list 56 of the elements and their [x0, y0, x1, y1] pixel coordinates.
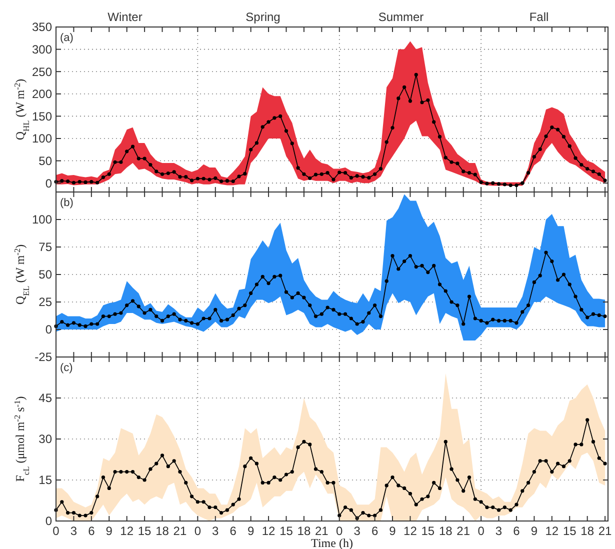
- x-tick-label: 15: [280, 524, 294, 538]
- x-tick-label: 6: [88, 524, 96, 538]
- x-tick-label: 21: [456, 524, 470, 538]
- text: Fall: [529, 10, 549, 24]
- y-tick-label: 50: [38, 154, 52, 168]
- y-tick-label: 15: [38, 473, 52, 488]
- y-tick-label: 250: [32, 64, 52, 79]
- y-tick-label: 0: [45, 514, 52, 528]
- x-tick-label: 0: [478, 524, 485, 538]
- x-tick-label: 9: [106, 524, 113, 538]
- annotation: (a): [60, 32, 74, 44]
- text: Summer: [378, 10, 424, 24]
- x-tick-label: 12: [404, 524, 418, 538]
- y-tick-label: -25: [34, 350, 52, 364]
- x-tick-label: 15: [421, 524, 435, 538]
- x-tick-label: 6: [230, 524, 237, 538]
- x-tick-label: 6: [513, 524, 520, 538]
- x-tick-label: 3: [212, 524, 220, 538]
- x-tick-label: 18: [297, 524, 311, 538]
- text: Spring: [246, 10, 280, 24]
- annotation: (b): [60, 197, 74, 209]
- text: Winter: [108, 10, 142, 24]
- x-tick-label: 15: [562, 524, 577, 538]
- y-tick-label: 25: [38, 295, 52, 310]
- y-tick-label: 30: [38, 432, 52, 446]
- annotation: (c): [60, 362, 73, 374]
- y-tick-label: 200: [32, 87, 52, 102]
- x-tick-label: 9: [389, 524, 396, 538]
- y-tick-label: 0: [45, 176, 52, 190]
- x-tick-label: 0: [194, 524, 202, 538]
- y-tick-label: 150: [32, 109, 52, 124]
- x-tick-label: 12: [262, 524, 276, 538]
- x-tick-label: 21: [598, 524, 612, 538]
- y-tick-label: 50: [38, 268, 52, 282]
- y-tick-label: 45: [38, 391, 52, 406]
- x-tick-label: 6: [371, 524, 378, 538]
- y-tick-label: 0: [45, 322, 52, 337]
- x-tick-label: 18: [580, 524, 594, 538]
- x-tick-label: 9: [247, 524, 254, 538]
- x-tick-label: 3: [495, 524, 502, 538]
- x-tick-label: 12: [120, 524, 134, 538]
- x-tick-label: 21: [173, 524, 187, 538]
- x-tick-label: 0: [336, 524, 344, 538]
- x-tick-label: 3: [354, 524, 361, 538]
- x-tick-label: 18: [438, 524, 453, 538]
- y-tick-label: 350: [32, 20, 52, 34]
- x-tick-label: 9: [530, 524, 538, 538]
- x-tick-label: 3: [70, 524, 78, 538]
- y-tick-label: 100: [32, 212, 52, 227]
- x-tick-label: 21: [314, 524, 329, 538]
- y-tick-label: 75: [38, 240, 52, 254]
- x-tick-label: 18: [156, 524, 170, 538]
- y-tick-label: 300: [32, 42, 52, 56]
- y-tick-label: 100: [32, 132, 52, 146]
- x-tick-label: 12: [545, 524, 559, 538]
- x-tick-label: 15: [138, 524, 152, 538]
